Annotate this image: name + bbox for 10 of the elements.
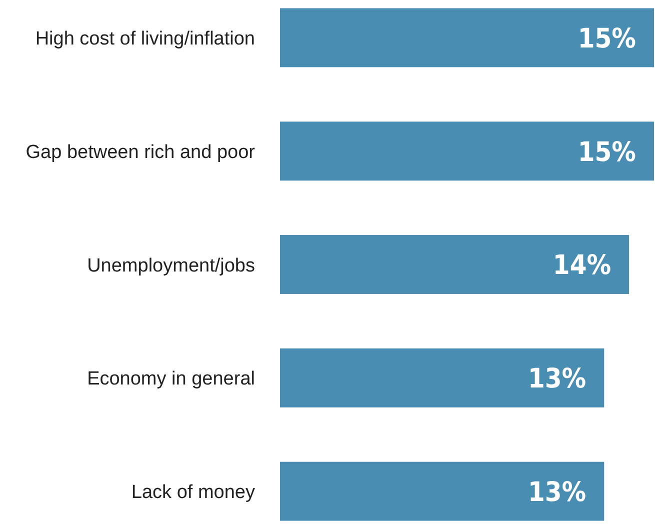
y-tick-label: Gap between rich and poor	[26, 142, 256, 163]
y-tick-label: Economy in general	[87, 368, 255, 390]
data-label: 15%	[578, 136, 636, 168]
y-tick-label: Unemployment/jobs	[87, 255, 255, 276]
data-label: 15%	[578, 23, 636, 54]
data-label: 14%	[552, 250, 612, 282]
data-label: 13%	[528, 364, 586, 395]
data-label: 13%	[528, 477, 586, 508]
y-tick-label: High cost of living/inflation	[35, 28, 255, 50]
y-tick-label: Lack of money	[131, 482, 256, 504]
